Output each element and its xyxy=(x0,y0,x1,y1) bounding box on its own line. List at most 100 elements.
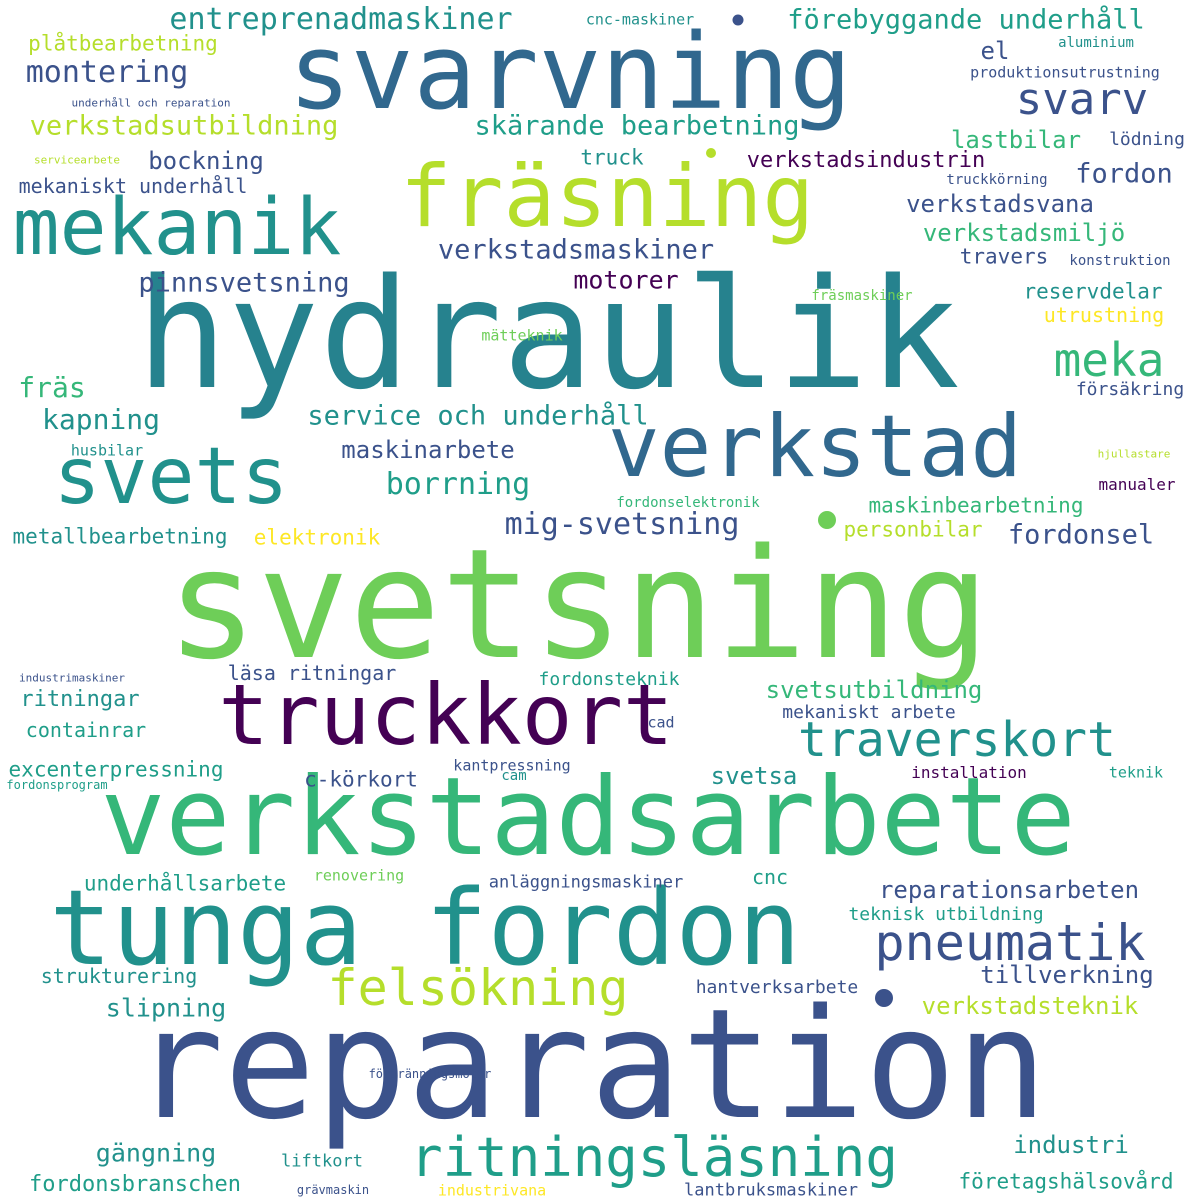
word-maskinarbete: maskinarbete xyxy=(341,436,515,464)
word-industri: industri xyxy=(1013,1131,1129,1159)
word-ritningar: ritningar xyxy=(20,687,140,712)
word-verkstadsmiljo: verkstadsmiljö xyxy=(922,219,1126,247)
word-servicearbete: servicearbete xyxy=(33,153,121,167)
word-verkstadsmaskiner: verkstadsmaskiner xyxy=(437,234,715,266)
word-fordon: fordon xyxy=(1075,158,1173,190)
word-hantverksarbete: hantverksarbete xyxy=(695,977,859,998)
word-fordonsteknik: fordonsteknik xyxy=(538,669,680,690)
word-excenterpressning: excenterpressning xyxy=(8,757,224,782)
word-truckkorning: truckkörning xyxy=(946,172,1048,188)
word-service-och-underhall: service och underhåll xyxy=(307,400,649,432)
dot-mark xyxy=(732,14,744,26)
word-lantbruksmaskiner: lantbruksmaskiner xyxy=(684,1180,858,1200)
word-meka: meka xyxy=(1053,333,1165,387)
word-mekanik: mekanik xyxy=(12,183,342,273)
word-pneumatik: pneumatik xyxy=(874,914,1146,972)
word-truckkort: truckkort xyxy=(218,666,674,764)
word-kantpressning: kantpressning xyxy=(453,756,571,775)
word-utrustning: utrustning xyxy=(1043,303,1165,327)
word-tunga-fordon: tunga fordon xyxy=(49,867,801,989)
word-mekaniskt-arbete: mekaniskt arbete xyxy=(782,702,956,723)
word-ritningslasning: ritningsläsning xyxy=(410,1126,898,1189)
word-elektronik: elektronik xyxy=(253,525,381,550)
word-teknik: teknik xyxy=(1108,763,1164,782)
word-manualer: manualer xyxy=(1098,475,1176,494)
word-verkstadsvana: verkstadsvana xyxy=(906,190,1094,218)
word-svetsutbildning: svetsutbildning xyxy=(765,676,983,704)
word-fordonselektronik: fordonselektronik xyxy=(616,495,760,511)
word-hydraulik: hydraulik xyxy=(136,246,960,423)
word-skarande-bearbetning: skärande bearbetning xyxy=(474,110,800,142)
word-cnc-maskiner: cnc-maskiner xyxy=(585,10,695,29)
word-traverskort: traverskort xyxy=(798,712,1116,768)
word-renovering: renovering xyxy=(313,866,405,885)
word-hjullastare: hjullastare xyxy=(1097,447,1171,461)
word-pinnsvetsning: pinnsvetsning xyxy=(138,267,350,299)
word-verkstadsarbete: verkstadsarbete xyxy=(100,755,1076,880)
word-cad: cad xyxy=(647,713,675,732)
word-containrar: containrar xyxy=(25,718,147,742)
word-tillverkning: tillverkning xyxy=(980,961,1154,989)
word-personbilar: personbilar xyxy=(843,517,983,542)
word-travers: travers xyxy=(959,244,1049,269)
word-bockning: bockning xyxy=(148,147,264,175)
word-borrning: borrning xyxy=(385,467,531,502)
word-svets: svets xyxy=(53,432,289,522)
word-frasmaskiner: fräsmaskiner xyxy=(811,288,913,304)
word-maskinbearbetning: maskinbearbetning xyxy=(868,493,1084,518)
word-metallbearbetning: metallbearbetning xyxy=(12,524,228,549)
dot-mark xyxy=(875,989,893,1007)
word-industrivana: industrivana xyxy=(437,1181,547,1200)
word-industrimaskiner: industrimaskiner xyxy=(19,671,125,685)
word-teknisk-utbildning: teknisk utbildning xyxy=(848,904,1044,925)
word-installation: installation xyxy=(911,763,1027,782)
word-verkstadsteknik: verkstadsteknik xyxy=(921,992,1139,1020)
word-aluminium: aluminium xyxy=(1058,35,1134,51)
word-lodning: lödning xyxy=(1109,129,1185,150)
word-verkstadsindustrin: verkstadsindustrin xyxy=(746,148,986,173)
word-anlaggningsmaskiner: anläggningsmaskiner xyxy=(488,872,684,893)
word-husbilar: husbilar xyxy=(70,441,144,460)
word-c-korkort: c-körkort xyxy=(304,767,418,792)
word-matteknik: mätteknik xyxy=(481,326,563,345)
word-forbranningsmotor: förbränningsmotor xyxy=(368,1067,492,1081)
word-el: el xyxy=(980,37,1010,65)
dot-mark xyxy=(706,148,716,158)
word-verkstad: verkstad xyxy=(607,397,1023,497)
word-gravmaskin: grävmaskin xyxy=(296,1183,370,1197)
word-mekaniskt-underhall: mekaniskt underhåll xyxy=(18,174,248,198)
word-produktionsutrustning: produktionsutrustning xyxy=(970,63,1160,82)
word-verkstadsutbildning: verkstadsutbildning xyxy=(29,110,339,142)
word-reparation: reparation xyxy=(132,976,1048,1153)
word-strukturering: strukturering xyxy=(40,964,198,988)
word-fordonsbranschen: fordonsbranschen xyxy=(29,1172,241,1197)
word-reparationsarbeten: reparationsarbeten xyxy=(878,876,1140,904)
word-underhallsarbete: underhållsarbete xyxy=(83,871,287,896)
word-konstruktion: konstruktion xyxy=(1069,253,1171,269)
word-svarvning: svarvning xyxy=(288,11,852,133)
word-felsokning: felsökning xyxy=(327,959,629,1017)
word-entreprenadmaskiner: entreprenadmaskiner xyxy=(169,2,513,37)
word-platbearbetning: plåtbearbetning xyxy=(28,31,218,56)
word-fordonsprogram: fordonsprogram xyxy=(6,778,108,792)
word-forebyggande-underhall: förebyggande underhåll xyxy=(787,4,1145,36)
word-frasning: fräsning xyxy=(399,147,815,247)
word-foretagshalsovard: företagshälsovård xyxy=(958,1169,1174,1194)
word-lastbilar: lastbilar xyxy=(950,126,1082,154)
word-mig-svetsning: mig-svetsning xyxy=(504,507,740,542)
word-fordonsel: fordonsel xyxy=(1007,519,1155,551)
word-svetsa: svetsa xyxy=(710,762,798,790)
word-gangning: gängning xyxy=(95,1138,217,1168)
word-svetsning: svetsning xyxy=(166,516,990,693)
word-underhall-och-reparation: underhåll och reparation xyxy=(71,96,231,110)
dot-mark xyxy=(818,511,836,529)
word-slipning: slipning xyxy=(105,993,227,1023)
word-svarv: svarv xyxy=(1015,74,1149,125)
word-cam: cam xyxy=(501,768,527,784)
word-liftkort: liftkort xyxy=(281,1151,363,1172)
word-truck: truck xyxy=(580,145,644,170)
word-fras: fräs xyxy=(18,371,86,404)
word-cnc: cnc xyxy=(751,865,789,889)
word-forsakring: försäkring xyxy=(1075,379,1185,400)
